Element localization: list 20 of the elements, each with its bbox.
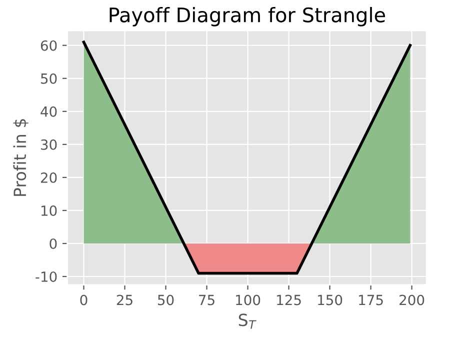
y-tick-label: 50: [41, 73, 57, 84]
x-tick-label: 150: [318, 294, 342, 306]
x-tick-label: 100: [236, 294, 260, 306]
x-tick-label: 0: [80, 294, 88, 306]
chart-title: Payoff Diagram for Strangle: [110, 6, 386, 26]
x-tick-label: 50: [158, 294, 174, 306]
y-tick-label: 30: [41, 139, 57, 150]
x-tick-label: 25: [116, 294, 132, 306]
y-axis-title: Profit in $: [13, 119, 28, 196]
y-tick-label: -10: [36, 271, 57, 282]
y-tick-label: 10: [41, 205, 57, 216]
y-tick-label: 20: [40, 172, 57, 183]
x-tick-label: 175: [359, 294, 383, 306]
x-tick-label: 200: [400, 294, 424, 306]
y-tick-label: 60: [40, 40, 57, 51]
y-tick-label: 40: [40, 106, 57, 117]
x-tick-label: 75: [199, 294, 214, 306]
x-tick-label: 125: [277, 294, 301, 306]
y-tick-label: 0: [50, 238, 57, 249]
x-axis-title: S$_{T}$: [238, 314, 256, 329]
